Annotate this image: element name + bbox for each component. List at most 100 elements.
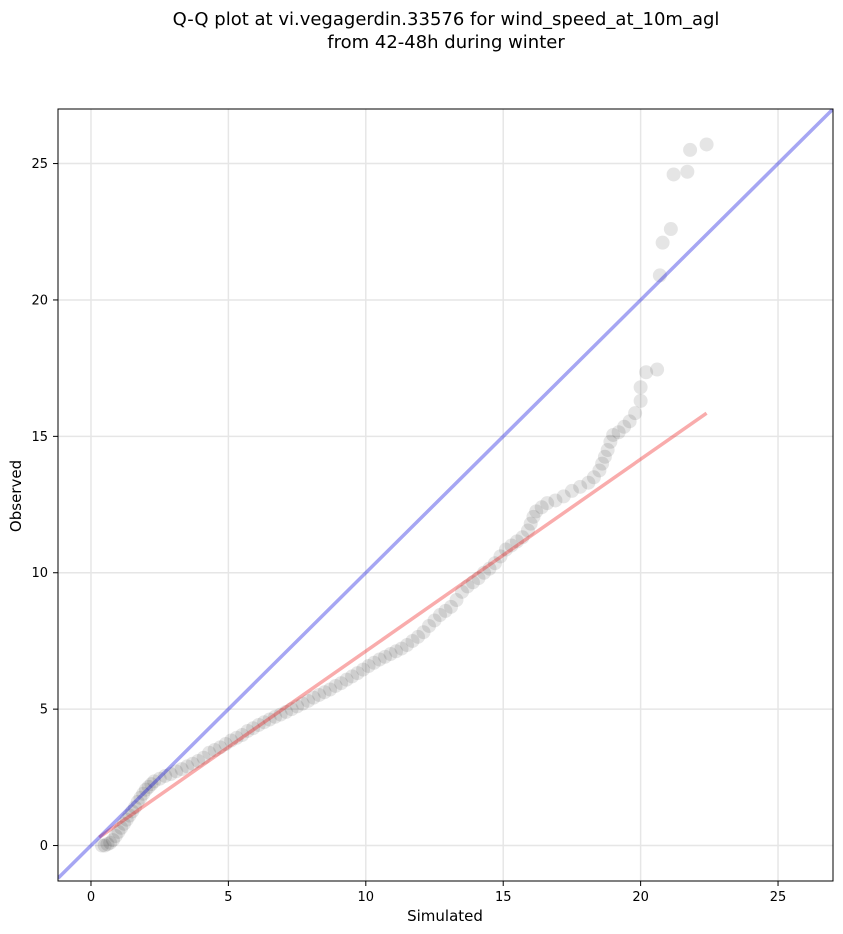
qq-point [334, 676, 349, 691]
identity-line [58, 109, 833, 880]
chart-title-line-2: from 42-48h during winter [327, 32, 565, 53]
qq-point [515, 530, 530, 545]
qq-point [116, 816, 131, 831]
qq-point [650, 362, 665, 377]
qq-point [586, 470, 601, 485]
qq-point [202, 745, 217, 760]
y-tick-label: 0 [40, 839, 48, 854]
y-tick-label: 25 [31, 157, 48, 172]
qq-point [449, 593, 464, 608]
plot-frame [57, 108, 834, 882]
qq-point [273, 707, 288, 722]
qq-point [367, 655, 382, 670]
qq-point [581, 475, 596, 490]
qq-point [666, 167, 681, 182]
x-tick-label: 10 [358, 890, 375, 905]
qq-point [339, 672, 354, 687]
qq-point [622, 414, 637, 429]
qq-point [224, 733, 239, 748]
qq-point [433, 608, 448, 623]
qq-point [520, 523, 535, 538]
fit-line [98, 411, 708, 839]
qq-point [133, 790, 148, 805]
qq-point [345, 669, 360, 684]
qq-point [372, 652, 387, 667]
qq-point [617, 419, 632, 434]
qq-point [251, 717, 266, 732]
qq-point [207, 743, 222, 758]
qq-point [144, 777, 159, 792]
qq-point [383, 647, 398, 662]
qq-point [290, 699, 305, 714]
qq-point [111, 824, 126, 839]
qq-point [323, 682, 338, 697]
qq-point [328, 678, 343, 693]
qq-point [652, 268, 667, 283]
qq-point [438, 603, 453, 618]
x-tick-label: 5 [224, 890, 232, 905]
qq-point [633, 380, 648, 395]
qq-point [196, 750, 211, 765]
qq-point [147, 774, 162, 789]
qq-point [526, 509, 541, 524]
qq-point [127, 800, 142, 815]
y-tick-label: 15 [31, 430, 48, 445]
qq-point [105, 833, 120, 848]
qq-point [136, 786, 151, 801]
qq-point [138, 782, 153, 797]
qq-point [611, 425, 626, 440]
qq-point [504, 538, 519, 553]
qq-point [125, 804, 140, 819]
x-tick-label: 15 [495, 890, 512, 905]
x-tick-label: 25 [770, 890, 787, 905]
qq-point [169, 764, 184, 779]
qq-point [680, 164, 695, 179]
qq-point [350, 666, 365, 681]
qq-point [268, 709, 283, 724]
chart-title-line-1: Q-Q plot at vi.vegagerdin.33576 for wind… [173, 9, 720, 30]
qq-point [378, 649, 393, 664]
qq-point [235, 728, 250, 743]
qq-point [257, 715, 272, 730]
qq-point [301, 693, 316, 708]
qq-point [94, 838, 109, 853]
qq-point [97, 838, 112, 853]
qq-point [639, 365, 654, 380]
qq-point [130, 794, 145, 809]
qq-point [229, 730, 244, 745]
qq-point [628, 406, 643, 421]
x-axis-label: Simulated [407, 907, 483, 925]
qq-point [411, 629, 426, 644]
qq-point [306, 690, 321, 705]
qq-point [523, 516, 538, 531]
qq-point [573, 479, 588, 494]
qq-point [600, 442, 615, 457]
qq-point [471, 571, 486, 586]
qq-point [119, 812, 134, 827]
x-tick-label: 0 [87, 890, 95, 905]
qq-point [213, 740, 228, 755]
qq-point [389, 644, 404, 659]
qq-point [400, 638, 415, 653]
qq-point [356, 662, 371, 677]
plot-area: 0 5 10 15 20 25 0 5 10 15 20 25 [31, 108, 834, 905]
qq-point [141, 779, 156, 794]
qq-point [427, 613, 442, 628]
qq-point [529, 504, 544, 519]
qq-point [185, 756, 200, 771]
qq-point [262, 712, 277, 727]
qq-point [163, 767, 178, 782]
qq-point [279, 704, 294, 719]
qq-point [493, 549, 508, 564]
qq-point [603, 434, 618, 449]
qq-point [460, 579, 475, 594]
x-tick-label: 20 [632, 890, 649, 905]
qq-point [416, 625, 431, 640]
qq-point [103, 835, 118, 850]
qq-point [158, 768, 173, 783]
qq-point [476, 565, 491, 580]
qq-point [683, 142, 698, 157]
qq-point [663, 222, 678, 237]
qq-point [108, 828, 123, 843]
